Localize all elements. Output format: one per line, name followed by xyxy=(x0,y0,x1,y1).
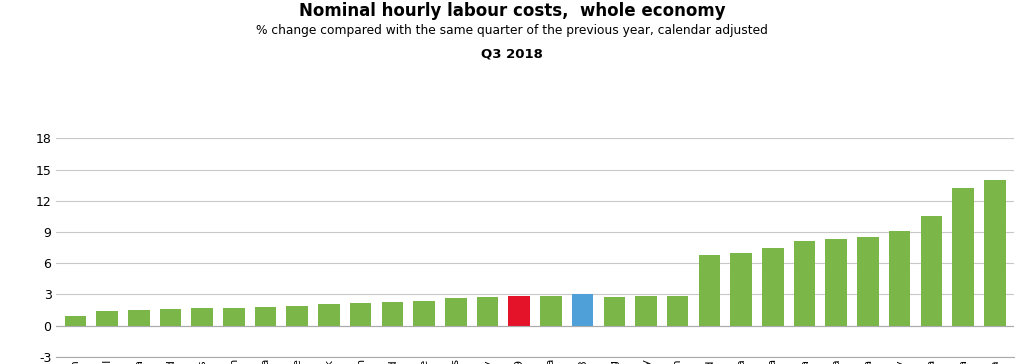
Bar xyxy=(921,216,942,325)
Bar xyxy=(698,255,720,325)
Bar xyxy=(414,301,435,325)
Bar xyxy=(889,231,910,325)
Bar xyxy=(825,239,847,325)
Bar xyxy=(382,302,403,325)
Bar xyxy=(730,253,752,325)
Text: Q3 2018: Q3 2018 xyxy=(481,47,543,60)
Bar xyxy=(191,308,213,325)
Bar xyxy=(350,302,372,325)
Bar xyxy=(223,308,245,325)
Bar xyxy=(984,180,1006,325)
Bar xyxy=(96,311,118,325)
Bar xyxy=(952,188,974,325)
Bar xyxy=(667,296,688,325)
Bar xyxy=(318,304,340,325)
Bar xyxy=(794,241,815,325)
Bar xyxy=(857,237,879,325)
Bar xyxy=(603,297,625,325)
Bar xyxy=(255,307,276,325)
Bar xyxy=(160,309,181,325)
Bar xyxy=(128,310,150,325)
Bar xyxy=(571,294,593,325)
Bar xyxy=(508,296,530,325)
Text: Nominal hourly labour costs,  whole economy: Nominal hourly labour costs, whole econo… xyxy=(299,2,725,20)
Bar xyxy=(445,298,467,325)
Bar xyxy=(540,296,562,325)
Bar xyxy=(762,248,783,325)
Bar xyxy=(65,316,86,325)
Bar xyxy=(635,296,656,325)
Bar xyxy=(477,297,499,325)
Bar xyxy=(287,306,308,325)
Text: % change compared with the same quarter of the previous year, calendar adjusted: % change compared with the same quarter … xyxy=(256,24,768,37)
